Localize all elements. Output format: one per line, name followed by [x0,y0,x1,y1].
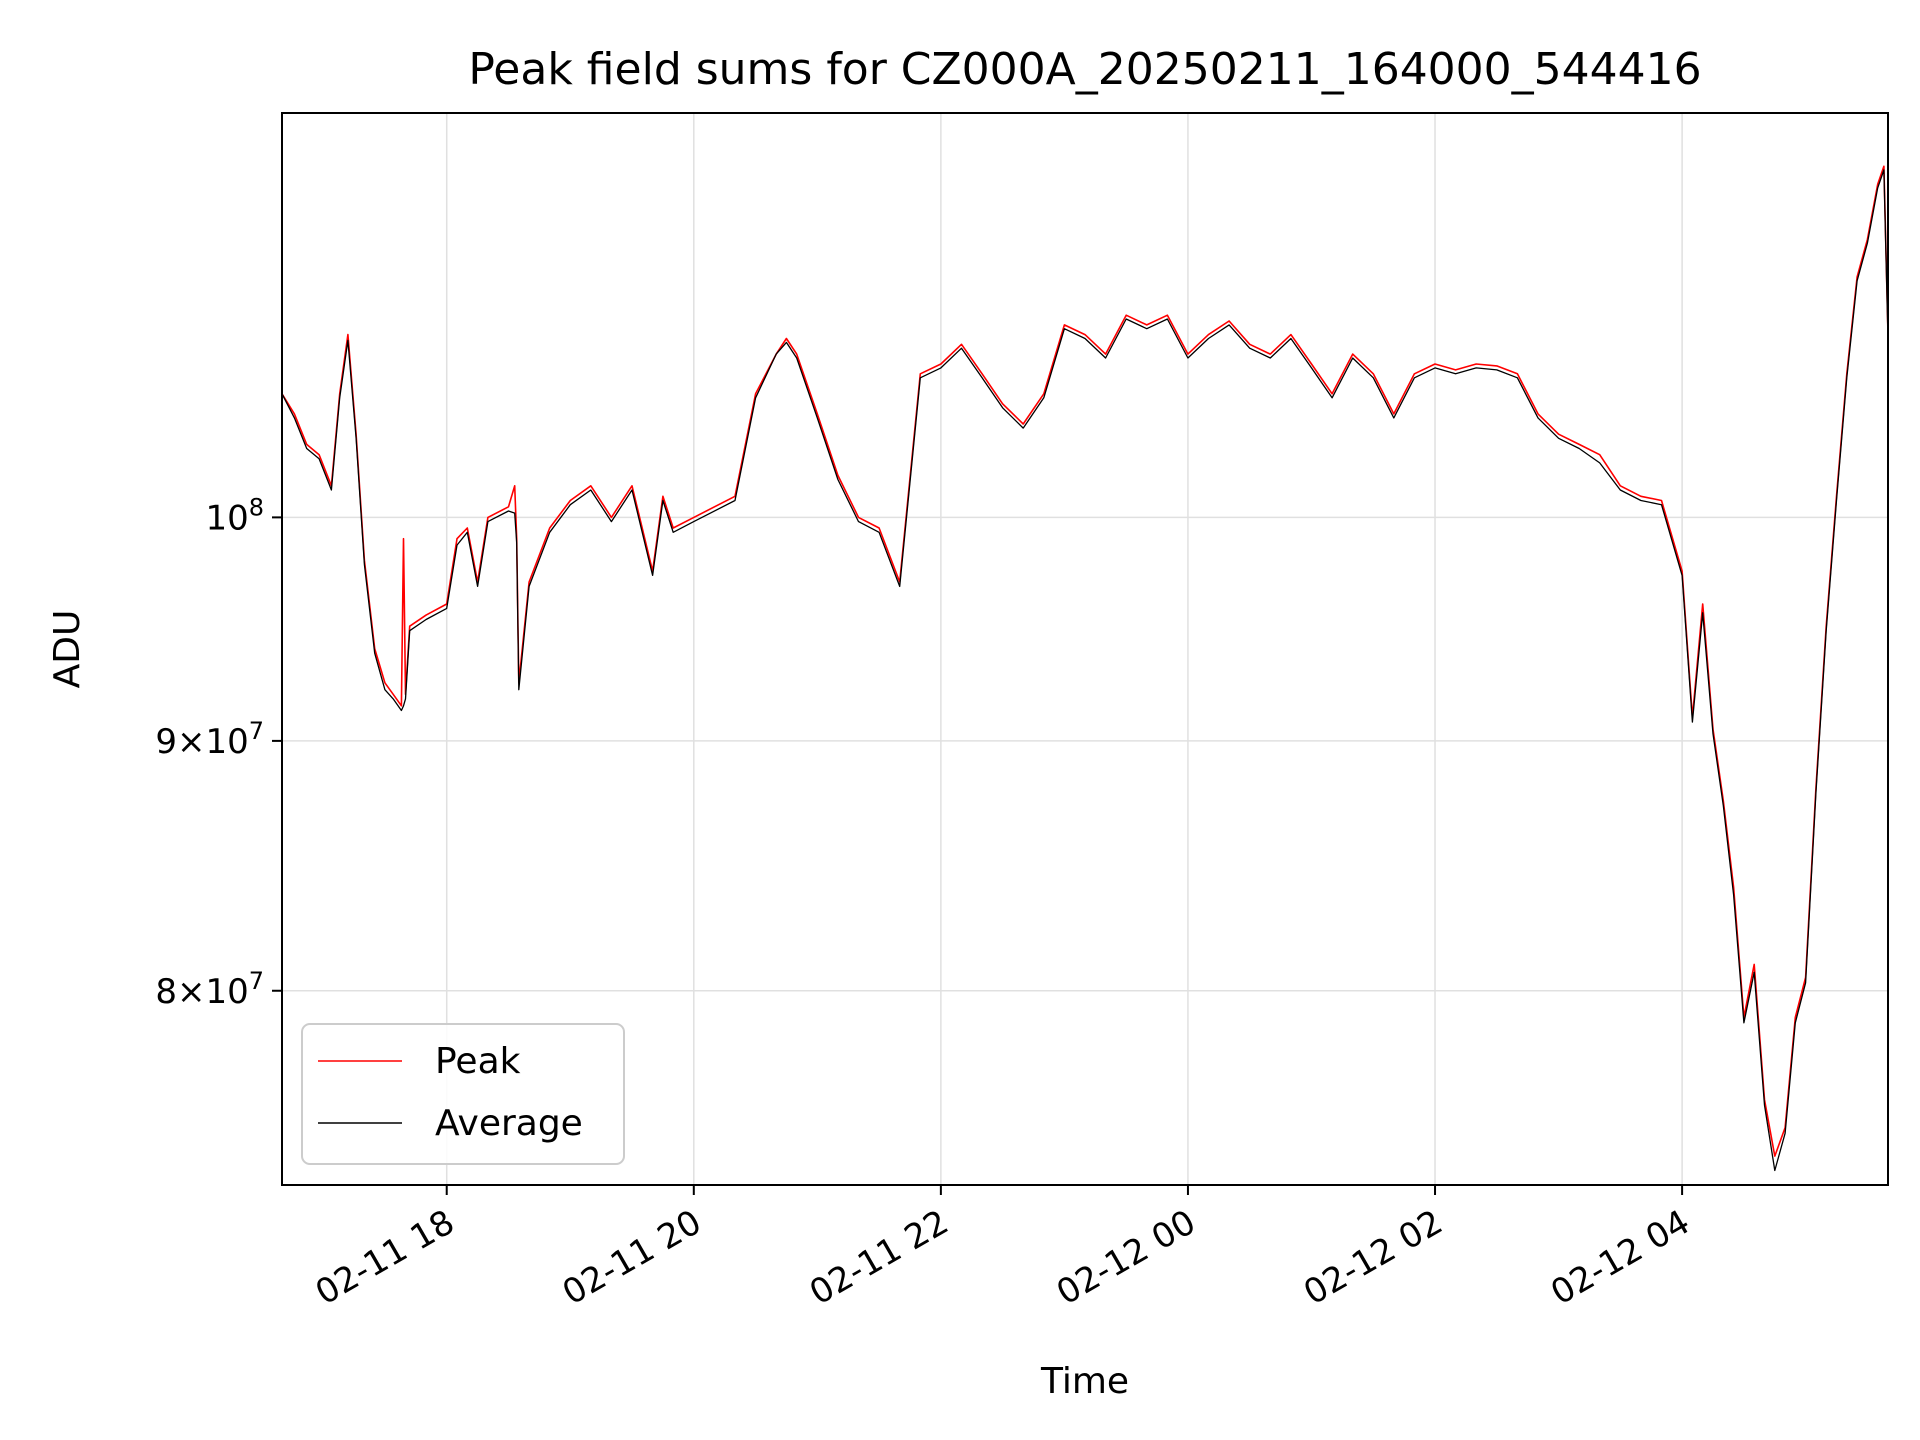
plot-area [281,165,1889,1172]
y-tick-label: 9×107 [155,717,264,762]
legend-box [301,1023,625,1165]
series-line-peak [281,165,1889,1157]
legend-average-label: Average [435,1103,583,1144]
y-axis-label: ADU [47,610,88,689]
series-line-average [281,169,1889,1172]
legend: Peak Average [301,1023,625,1165]
legend-peak-label: Peak [435,1041,521,1082]
chart-title: Peak field sums for CZ000A_20250211_1640… [468,44,1701,95]
y-axis: 108 9×107 8×107 [155,493,282,1012]
y-tick-label: 8×107 [155,967,264,1012]
grid-lines [282,113,1888,1185]
plot-frame [281,112,1889,1186]
x-axis-label: Time [1040,1361,1129,1402]
y-tick-label: 108 [205,493,264,538]
